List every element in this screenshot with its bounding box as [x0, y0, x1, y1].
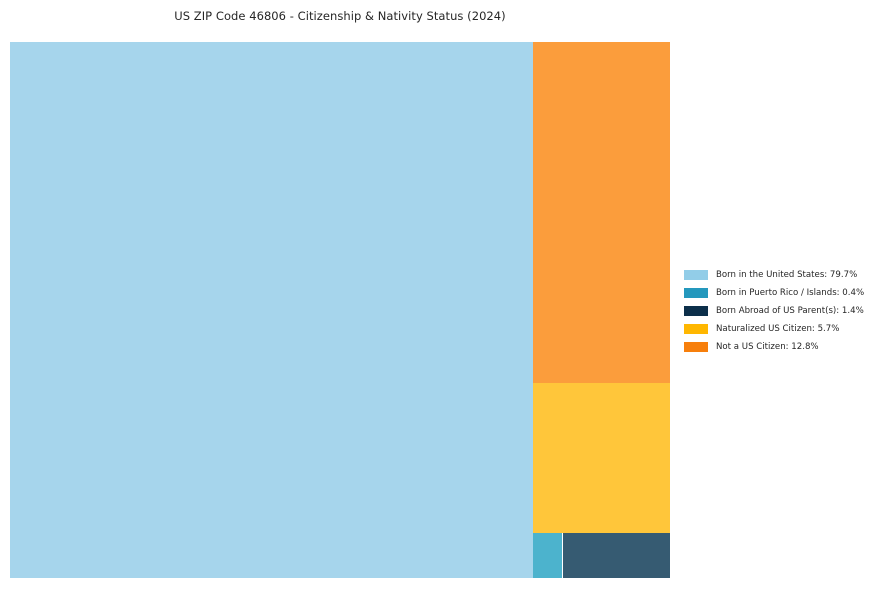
- legend-swatch: [684, 288, 708, 298]
- legend-swatch: [684, 306, 708, 316]
- chart-title: US ZIP Code 46806 - Citizenship & Nativi…: [174, 9, 506, 23]
- legend-item[interactable]: Naturalized US Citizen: 5.7%: [684, 320, 880, 338]
- legend-label: Born Abroad of US Parent(s): 1.4%: [716, 306, 864, 316]
- legend-swatch: [684, 324, 708, 334]
- legend-label: Not a US Citizen: 12.8%: [716, 342, 819, 352]
- treemap-plot-area: Born in the United StatesNot a US Citize…: [10, 42, 670, 578]
- legend-swatch: [684, 270, 708, 280]
- legend-item[interactable]: Born Abroad of US Parent(s): 1.4%: [684, 302, 880, 320]
- legend-label: Born in Puerto Rico / Islands: 0.4%: [716, 288, 865, 298]
- treemap-rect[interactable]: Born Abroad of US Parent(s): [563, 533, 670, 578]
- legend-swatch: [684, 342, 708, 352]
- legend-item[interactable]: Born in the United States: 79.7%: [684, 266, 880, 284]
- legend-label: Naturalized US Citizen: 5.7%: [716, 324, 840, 334]
- chart-legend: Born in the United States: 79.7% Born in …: [684, 266, 880, 356]
- legend-item[interactable]: Born in Puerto Rico / Islands: 0.4%: [684, 284, 880, 302]
- treemap-rect[interactable]: Born in the United States: [10, 42, 533, 578]
- legend-label: Born in the United States: 79.7%: [716, 270, 858, 280]
- treemap-rect[interactable]: Born in Puerto Rico / Islands: [533, 533, 562, 578]
- treemap-rect[interactable]: Naturalized US Citizen: [533, 383, 670, 533]
- legend-item[interactable]: Not a US Citizen: 12.8%: [684, 338, 880, 356]
- treemap-rect[interactable]: Not a US Citizen: [533, 42, 670, 383]
